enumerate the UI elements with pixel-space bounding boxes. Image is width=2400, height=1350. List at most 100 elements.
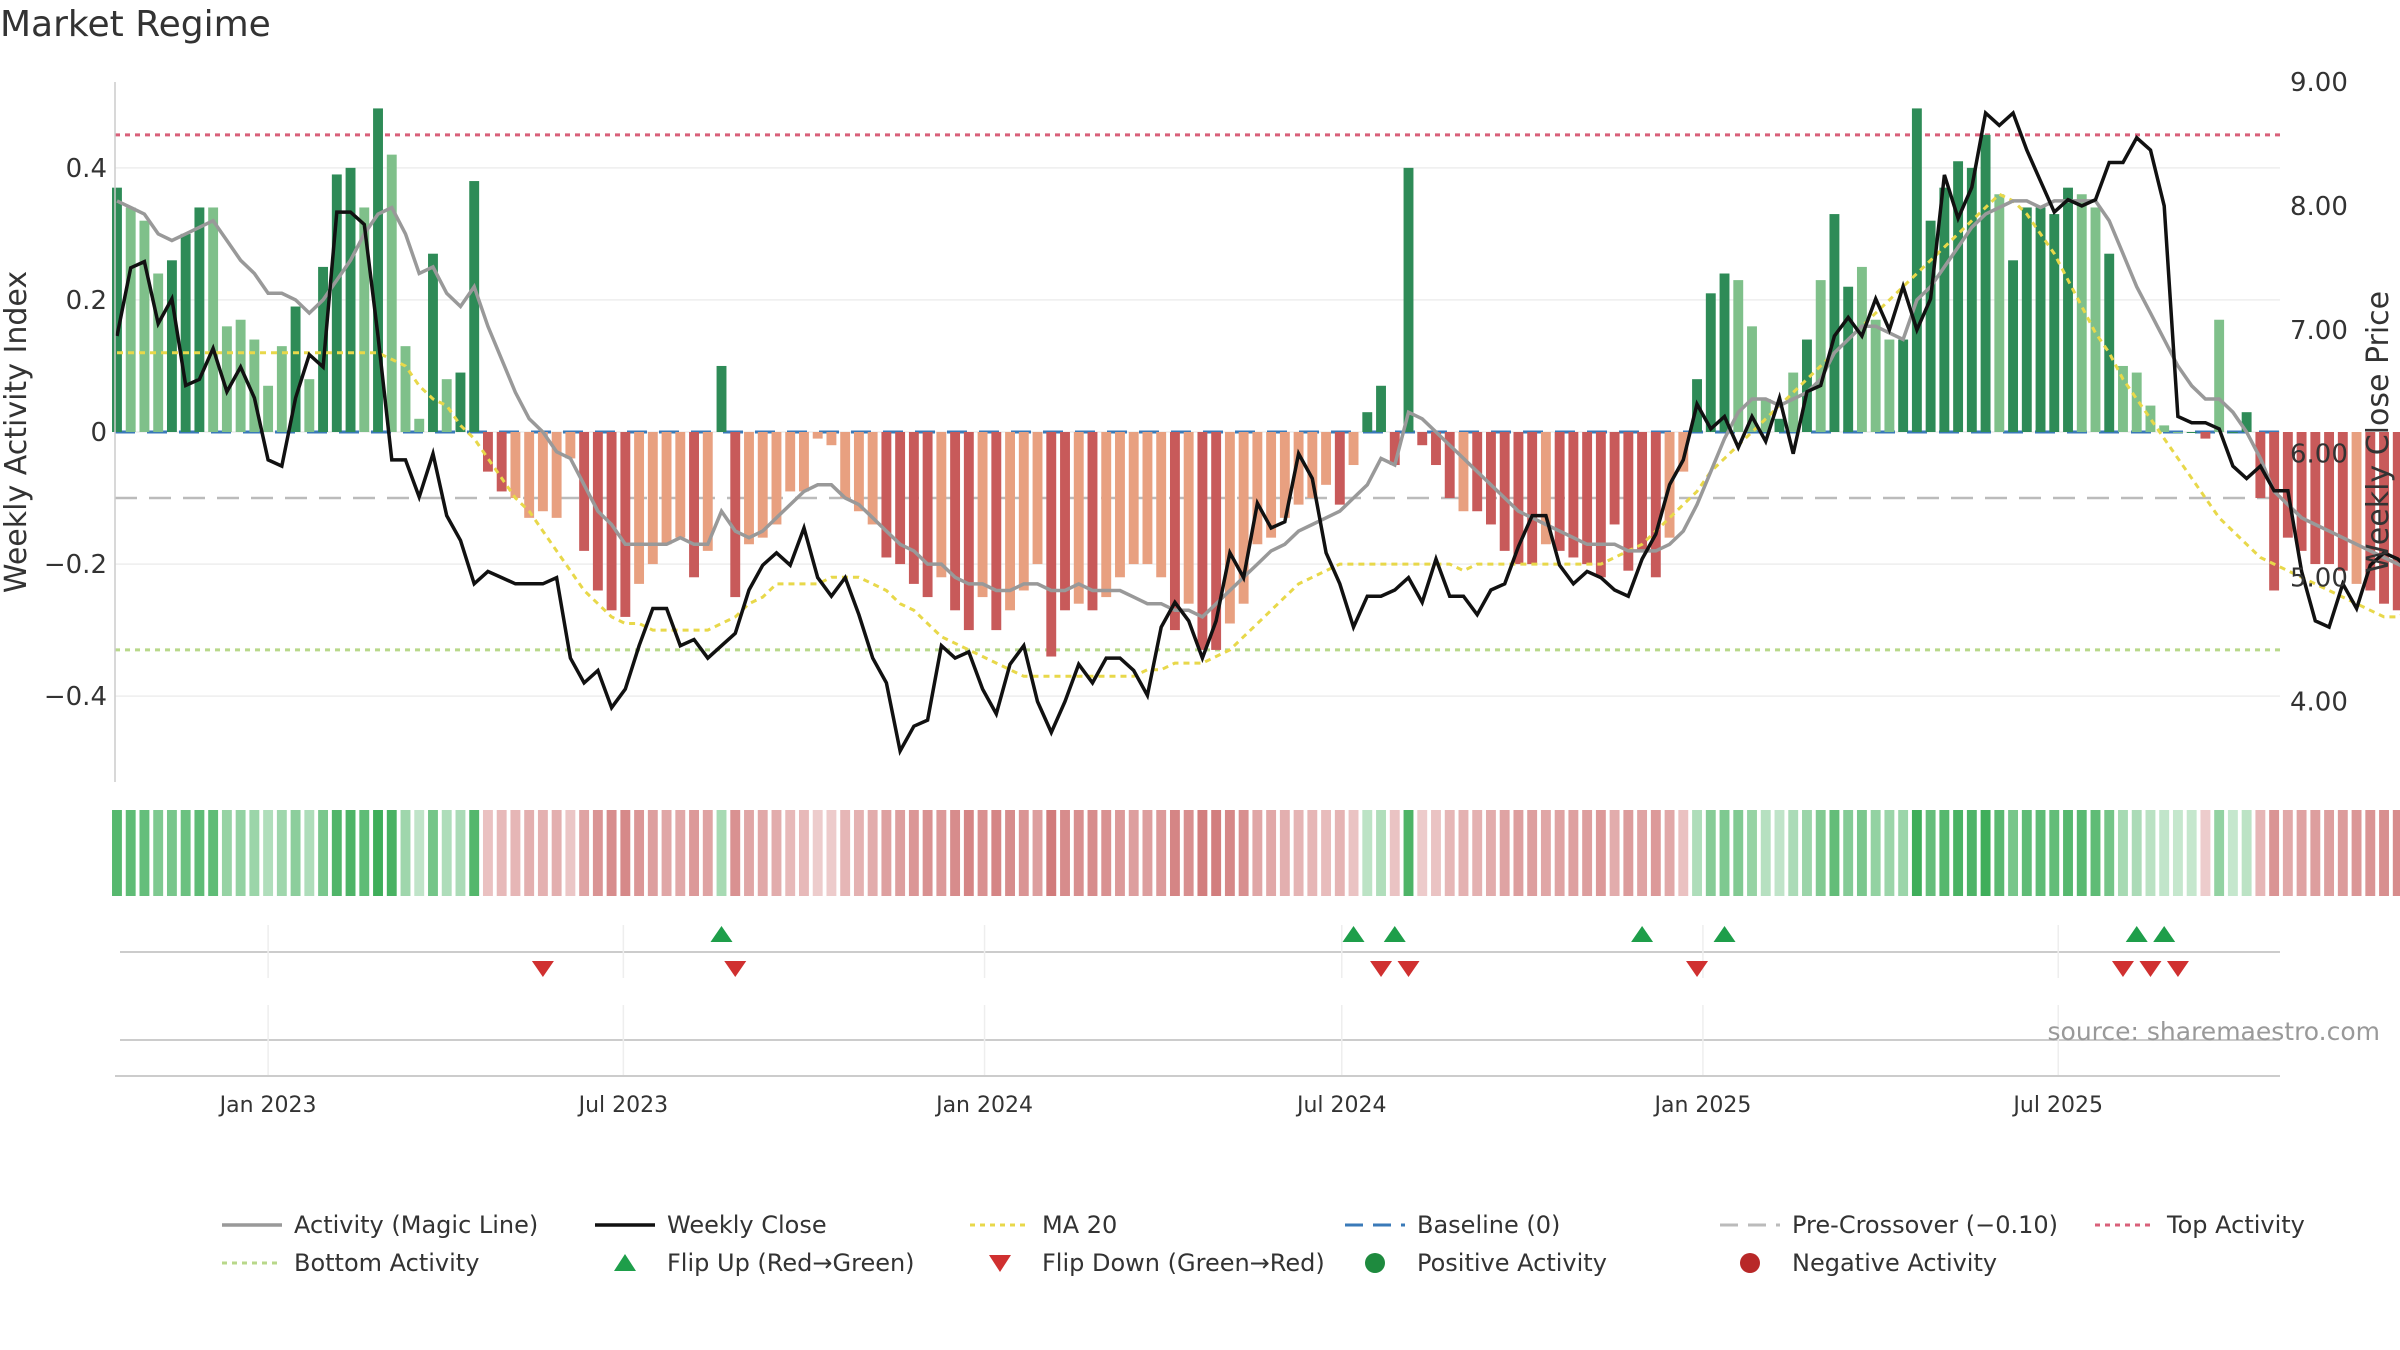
flip-up-marker — [710, 926, 733, 942]
regime-strip-cell — [2090, 810, 2101, 896]
regime-strip-cell — [180, 810, 191, 896]
regime-strip-cell — [1266, 810, 1277, 896]
legend: Activity (Magic Line) Weekly Close MA 20 Ba… — [222, 1211, 2305, 1277]
regime-strip-cell — [2118, 810, 2128, 896]
activity-bar — [1925, 220, 1936, 432]
regime-strip-cell — [2241, 810, 2252, 896]
activity-bar — [1032, 432, 1043, 565]
activity-bar — [510, 432, 521, 499]
legend-swatch — [989, 1255, 1011, 1272]
regime-strip-cell — [1142, 810, 1153, 896]
regime-strip-cell — [1966, 810, 1977, 896]
regime-strip-cell — [1321, 810, 1332, 896]
regime-strip — [112, 810, 2400, 896]
activity-bar — [908, 432, 919, 584]
regime-strip-cell — [1527, 810, 1538, 896]
regime-strip-cell — [1472, 810, 1483, 896]
regime-strip-cell — [1856, 810, 1867, 896]
activity-bar — [922, 432, 933, 598]
activity-bar — [812, 432, 823, 439]
regime-strip-cell — [1458, 810, 1469, 896]
date-axis: Jan 2023 Jul 2023 Jan 2024 Jul 2024 Jan 2025… — [115, 1005, 2380, 1118]
flip-down-marker — [2111, 961, 2134, 977]
regime-strip-cell — [1994, 810, 2005, 896]
activity-bar — [1788, 372, 1799, 432]
activity-bar — [1650, 432, 1661, 578]
activity-bar — [1115, 432, 1125, 578]
regime-strip-cell — [2131, 810, 2142, 896]
regime-strip-cell — [565, 810, 576, 896]
activity-bar — [345, 167, 356, 432]
activity-bar — [1719, 273, 1730, 432]
regime-strip-cell — [1650, 810, 1661, 896]
activity-bar — [1540, 432, 1551, 545]
y2-tick-label: 7.00 — [2290, 316, 2348, 346]
activity-bar — [1760, 398, 1771, 432]
regime-strip-cell — [1115, 810, 1125, 896]
regime-strip-cell — [2008, 810, 2019, 896]
regime-strip-cell — [1705, 810, 1716, 896]
regime-strip-cell — [744, 810, 754, 896]
activity-bar — [1513, 432, 1524, 565]
activity-bar — [2310, 432, 2321, 565]
regime-strip-cell — [537, 810, 548, 896]
regime-strip-cell — [1582, 810, 1593, 896]
regime-strip-cell — [2269, 810, 2280, 896]
regime-strip-cell — [1692, 810, 1702, 896]
regime-strip-cell — [1637, 810, 1648, 896]
regime-strip-cell — [881, 810, 892, 896]
regime-strip-cell — [867, 810, 878, 896]
regime-strip-cell — [1389, 810, 1400, 896]
regime-strip-cell — [1609, 810, 1620, 896]
regime-strip-cell — [1980, 810, 1991, 896]
activity-bar — [895, 432, 906, 565]
activity-bar — [1485, 432, 1496, 525]
regime-strip-cell — [2049, 810, 2060, 896]
regime-strip-cell — [785, 810, 796, 896]
regime-strip-cell — [304, 810, 315, 896]
activity-bar — [963, 432, 974, 631]
regime-strip-cell — [428, 810, 438, 896]
activity-bar — [1348, 432, 1359, 466]
y2-tick-label: 9.00 — [2290, 68, 2348, 98]
activity-bar — [716, 365, 727, 432]
regime-strip-cell — [1073, 810, 1084, 896]
activity-bar — [2337, 432, 2348, 571]
regime-strip-cell — [579, 810, 590, 896]
regime-strip-cell — [1815, 810, 1826, 896]
activity-bar — [1266, 432, 1277, 538]
flip-up-marker — [2153, 926, 2176, 942]
regime-strip-cell — [1238, 810, 1249, 896]
regime-strip-cell — [620, 810, 631, 896]
activity-bar — [290, 306, 301, 432]
activity-bar — [1856, 266, 1867, 432]
activity-bar — [1224, 432, 1235, 624]
regime-strip-cell — [455, 810, 466, 896]
activity-bar — [1169, 432, 1180, 631]
activity-bar — [386, 154, 397, 432]
activity-bar — [1870, 319, 1881, 432]
regime-strip-cell — [702, 810, 713, 896]
activity-bar — [1678, 432, 1689, 472]
activity-bar — [950, 432, 961, 611]
activity-bar — [1197, 432, 1208, 650]
activity-bar — [2379, 432, 2389, 604]
y-axis-label: Weekly Activity Index — [0, 271, 34, 593]
activity-bar — [1073, 432, 1084, 604]
regime-strip-cell — [1005, 810, 1015, 896]
regime-strip-cell — [524, 810, 535, 896]
regime-strip-cell — [1444, 810, 1455, 896]
activity-bar — [799, 432, 809, 492]
activity-bar — [2241, 412, 2252, 432]
legend-label: Negative Activity — [1792, 1249, 1997, 1277]
regime-strip-cell — [895, 810, 906, 896]
activity-bar — [1279, 432, 1290, 518]
activity-bar — [771, 432, 782, 525]
activity-bar — [1774, 418, 1785, 432]
weekly-close-line — [115, 109, 2400, 756]
regime-strip-cell — [551, 810, 562, 896]
activity-bar — [194, 207, 205, 432]
regime-strip-cell — [2392, 810, 2400, 896]
regime-strip-cell — [208, 810, 219, 896]
